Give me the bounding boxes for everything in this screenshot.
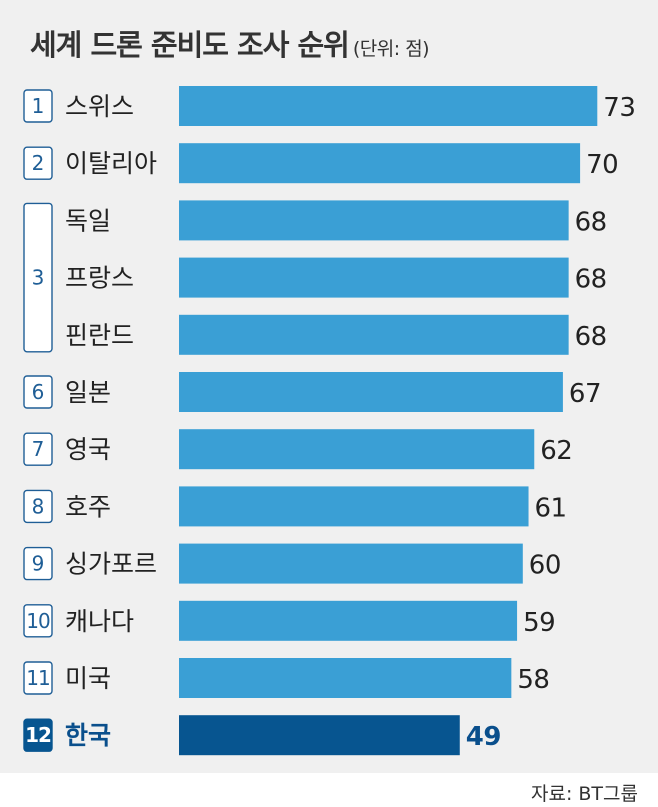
rank-badge — [23, 89, 53, 123]
bar — [179, 143, 581, 184]
rank-badge — [23, 375, 53, 409]
value-label: 58 — [517, 665, 549, 695]
category-label: 스위스 — [65, 92, 134, 121]
chart-title-block: 세계 드론 준비도 조사 순위 (단위: 점) — [30, 22, 430, 64]
bar — [179, 429, 535, 470]
bar — [179, 658, 512, 698]
rank-number: 8 — [32, 494, 45, 518]
rank-number: 9 — [32, 552, 45, 576]
rank-badge — [23, 718, 53, 752]
rank-badge — [23, 661, 53, 695]
bar — [179, 600, 518, 641]
rank-number: 11 — [26, 666, 49, 690]
rank-number: 2 — [32, 151, 45, 175]
value-label: 70 — [586, 150, 618, 180]
category-label: 핀란드 — [65, 321, 134, 350]
value-label: 73 — [603, 93, 635, 123]
rank-badge — [23, 546, 53, 581]
bar — [179, 257, 569, 298]
value-label: 61 — [535, 493, 567, 523]
category-label: 한국 — [65, 721, 111, 750]
category-label: 독일 — [65, 206, 111, 235]
rank-number: 7 — [32, 437, 45, 461]
rank-badge — [23, 489, 53, 524]
value-label: 59 — [523, 608, 555, 638]
bar — [179, 200, 569, 241]
unit-note: (단위: 점) — [352, 38, 430, 60]
rank-number: 10 — [26, 609, 50, 633]
rank-badge — [23, 604, 53, 638]
rank-number: 6 — [32, 380, 45, 404]
category-label: 캐나다 — [65, 607, 134, 636]
rank-badge — [23, 146, 53, 180]
value-label: 68 — [575, 207, 607, 237]
value-label: 68 — [575, 322, 607, 352]
category-label: 일본 — [65, 378, 111, 407]
category-label: 프랑스 — [65, 264, 134, 293]
chart-title: 세계 드론 준비도 조사 순위 — [30, 28, 350, 62]
value-label: 62 — [540, 436, 572, 466]
bar — [179, 486, 529, 527]
value-label: 68 — [575, 265, 607, 295]
value-label: 60 — [529, 551, 561, 581]
category-label: 이탈리아 — [65, 149, 157, 178]
rank-badge — [23, 432, 53, 466]
rank-badge — [23, 202, 53, 353]
bar — [179, 314, 569, 355]
value-label: 67 — [569, 379, 601, 409]
category-label: 호주 — [65, 492, 111, 521]
bar — [179, 543, 523, 584]
category-label: 미국 — [65, 664, 111, 693]
rank-number: 3 — [32, 266, 45, 290]
rank-number: 12 — [25, 723, 51, 747]
category-label: 영국 — [65, 435, 111, 464]
source-note: 자료: BT그룹 — [530, 783, 638, 805]
bar — [179, 86, 598, 126]
category-label: 싱가포르 — [65, 550, 157, 579]
bar — [179, 715, 460, 756]
bar — [179, 372, 563, 412]
value-label: 49 — [466, 722, 501, 752]
rank-number: 1 — [32, 94, 45, 118]
